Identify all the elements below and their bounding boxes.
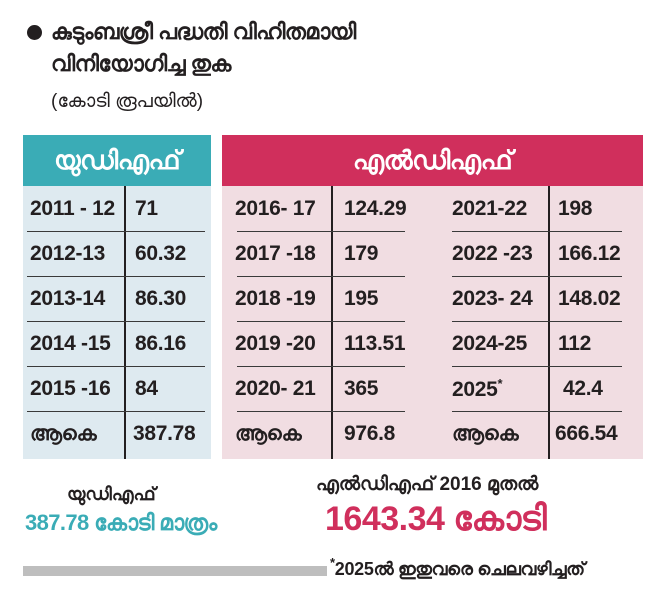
table-row: 2013-14 86.30: [23, 276, 211, 321]
column-divider: [331, 186, 333, 459]
total-row: ആകെ 666.54: [438, 411, 643, 456]
total-value: 387.78: [133, 421, 196, 445]
row-divider: [27, 231, 205, 232]
table-row: 2021-22 198: [438, 186, 643, 231]
udf-header: യുഡിഎഫ്: [23, 135, 211, 186]
table-row: 2020- 21 365: [222, 366, 422, 411]
total-label: ആകെ: [452, 421, 519, 445]
table-row: 2025* 42.4: [438, 366, 643, 411]
chart-title: കുടുംബശ്രീ പദ്ധതി വിഹിതമായി വിനിയോഗിച്ച …: [51, 16, 451, 80]
year-cell: 2025*: [452, 375, 503, 402]
row-divider: [27, 411, 205, 412]
year-cell: 2012-13: [30, 241, 105, 265]
row-divider: [452, 366, 622, 367]
table-row: 2011 - 12 71: [23, 186, 211, 231]
year-cell: 2023- 24: [452, 286, 533, 310]
footnote: *2025ൽ ഇതുവരെ ചെലവഴിച്ചത്: [330, 555, 585, 580]
value-cell: 166.12: [558, 241, 621, 265]
total-label: ആകെ: [30, 421, 97, 445]
table-row: 2016- 17 124.29: [222, 186, 422, 231]
footnote-mark: *: [330, 555, 335, 570]
column-divider: [124, 186, 126, 459]
year-cell: 2011 - 12: [30, 196, 115, 220]
year-text: 2025: [452, 377, 498, 401]
value-cell: 195: [344, 286, 379, 310]
table-row: 2022 -23 166.12: [438, 231, 643, 276]
row-divider: [452, 321, 622, 322]
row-divider: [237, 321, 405, 322]
value-cell: 112: [558, 331, 591, 355]
column-divider: [548, 186, 550, 459]
row-divider: [27, 366, 205, 367]
year-cell: 2022 -23: [452, 241, 533, 265]
year-cell: 2024-25: [452, 331, 527, 355]
row-divider: [27, 321, 205, 322]
unit-subtitle: (കോടി രൂപയിൽ): [51, 91, 204, 112]
udf-table: 2011 - 12 71 2012-13 60.32 2013-14 86.30…: [23, 186, 211, 459]
year-cell: 2013-14: [30, 286, 105, 310]
value-cell: 113.51: [344, 331, 406, 355]
table-row: 2014 -15 86.16: [23, 321, 211, 366]
year-cell: 2014 -15: [30, 331, 111, 355]
total-value: 666.54: [555, 421, 618, 445]
ldf-panel: എൽഡിഎഫ് 2016- 17 124.29 2017 -18 179 201…: [222, 135, 643, 459]
value-cell: 60.32: [135, 241, 187, 265]
year-cell: 2018 -19: [235, 286, 316, 310]
year-cell: 2019 -20: [235, 331, 316, 355]
bullet-icon: [27, 25, 42, 40]
table-row: 2017 -18 179: [222, 231, 422, 276]
value-cell: 179: [344, 241, 379, 265]
table-row: 2019 -20 113.51: [222, 321, 422, 366]
row-divider: [237, 276, 405, 277]
year-cell: 2020- 21: [235, 376, 316, 400]
row-divider: [452, 276, 622, 277]
ldf-summary-label: എൽഡിഎഫ് 2016 മുതൽ: [316, 474, 539, 495]
row-divider: [237, 231, 405, 232]
table-row: 2024-25 112: [438, 321, 643, 366]
total-row: ആകെ 976.8: [222, 411, 422, 456]
value-cell: 71: [135, 196, 158, 220]
row-divider: [452, 411, 622, 412]
table-row: 2018 -19 195: [222, 276, 422, 321]
value-cell: 84: [135, 376, 158, 400]
value-cell: 42.4: [563, 376, 603, 400]
value-cell: 86.16: [135, 331, 187, 355]
total-value: 976.8: [344, 421, 396, 445]
year-cell: 2017 -18: [235, 241, 316, 265]
value-cell: 124.29: [344, 196, 407, 220]
table-row: 2023- 24 148.02: [438, 276, 643, 321]
ldf-header: എൽഡിഎഫ്: [222, 135, 643, 186]
year-cell: 2015 -16: [30, 376, 111, 400]
title-line-1: കുടുംബശ്രീ പദ്ധതി വിഹിതമായി: [51, 19, 356, 44]
ldf-table: 2016- 17 124.29 2017 -18 179 2018 -19 19…: [222, 186, 643, 459]
divider-bar: [23, 566, 327, 576]
row-divider: [237, 366, 405, 367]
title-line-2: വിനിയോഗിച്ച തുക: [51, 51, 231, 76]
row-divider: [452, 231, 622, 232]
year-cell: 2021-22: [452, 196, 527, 220]
row-divider: [27, 276, 205, 277]
value-cell: 86.30: [135, 286, 187, 310]
table-row: 2012-13 60.32: [23, 231, 211, 276]
udf-panel: യുഡിഎഫ് 2011 - 12 71 2012-13 60.32 2013-…: [23, 135, 211, 459]
total-row: ആകെ 387.78: [23, 411, 211, 456]
footnote-text: 2025ൽ ഇതുവരെ ചെലവഴിച്ചത്: [334, 559, 585, 579]
table-row: 2015 -16 84: [23, 366, 211, 411]
udf-summary-value: 387.78 കോടി മാത്രം: [25, 510, 217, 535]
asterisk-mark: *: [497, 375, 503, 391]
row-divider: [237, 411, 405, 412]
value-cell: 148.02: [558, 286, 621, 310]
value-cell: 198: [558, 196, 593, 220]
ldf-summary-value: 1643.34 കോടി: [325, 500, 547, 538]
total-label: ആകെ: [235, 421, 302, 445]
value-cell: 365: [344, 376, 379, 400]
year-cell: 2016- 17: [235, 196, 316, 220]
udf-summary-label: യുഡിഎഫ്: [67, 484, 156, 504]
